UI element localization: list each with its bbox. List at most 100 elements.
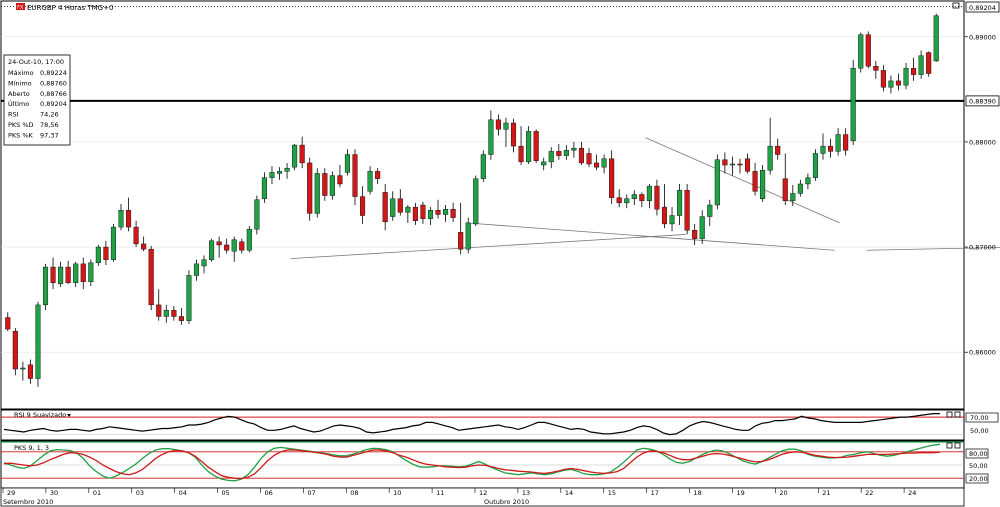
candle-body <box>828 145 834 152</box>
candle-body <box>594 162 600 168</box>
candle-body <box>926 52 932 74</box>
candle-body <box>35 304 41 379</box>
rsi-70-label: 70,00 <box>970 414 989 422</box>
info-label: Máximo <box>8 69 34 77</box>
last-price-tag-text: 0,89204 <box>969 4 996 12</box>
candle-body <box>865 34 871 67</box>
trendline[interactable] <box>645 137 840 224</box>
candle-body <box>843 134 849 151</box>
candle-body <box>20 367 26 370</box>
info-value: 0,89224 <box>40 69 67 77</box>
candle-body <box>707 204 713 217</box>
info-date: 24-Out-10, 17:00 <box>8 58 64 66</box>
candle-body <box>5 317 11 330</box>
pks-k-line <box>3 443 941 482</box>
rsi-panel-title: RSI 9 Suavizado <box>14 411 66 419</box>
x-tick-label: 17 <box>651 489 659 497</box>
x-tick-label: 08 <box>350 489 358 497</box>
candle-body <box>322 173 328 196</box>
candle-body <box>375 171 381 179</box>
candle-body <box>209 240 215 260</box>
candle-body <box>933 15 939 62</box>
candle-body <box>95 246 101 264</box>
candle-body <box>654 185 660 210</box>
candle-body <box>473 178 479 225</box>
candle-body <box>344 154 350 173</box>
candle-body <box>609 158 615 198</box>
candle-body <box>314 173 320 214</box>
x-tick-label: 19 <box>736 489 744 497</box>
candle-body <box>292 144 298 168</box>
candle-body <box>397 198 403 213</box>
rsi-maximize-icon[interactable] <box>946 411 953 418</box>
x-tick-label: 03 <box>136 489 144 497</box>
level-price-tag-box <box>965 95 1000 107</box>
x-tick-label: 30 <box>50 489 58 497</box>
candle-body <box>578 148 584 164</box>
last-price-tag-box <box>965 1 1000 13</box>
candle-body <box>254 199 260 230</box>
x-tick-label: 14 <box>565 489 573 497</box>
candle-body <box>261 177 267 199</box>
candle-body <box>911 68 917 75</box>
rsi-dropdown-icon[interactable] <box>67 414 71 417</box>
rsi-70-tag <box>965 412 999 423</box>
candle-body <box>42 266 49 306</box>
candle-body <box>873 65 879 71</box>
candle-body <box>729 163 735 166</box>
candle-body <box>329 175 335 196</box>
candle-body <box>714 159 720 206</box>
last-price-tag: 0,89204 <box>965 1 1000 13</box>
candle-body <box>80 263 86 282</box>
x-tick-label: 15 <box>608 489 616 497</box>
y-tick-label: 0,86000 <box>969 349 996 357</box>
info-box-frame <box>3 54 71 146</box>
x-tick-label: 07 <box>307 489 315 497</box>
candle-body <box>533 131 539 162</box>
info-label: PKS %K <box>8 131 34 139</box>
x-tick-label: 13 <box>522 489 530 497</box>
candle-body <box>352 154 358 197</box>
price-axis: 0,86000 0,87000 0,88000 0,89000 <box>964 33 996 357</box>
trendline[interactable] <box>290 234 686 260</box>
trendline[interactable] <box>866 241 1000 251</box>
rsi-close-icon[interactable] <box>954 411 961 418</box>
info-label: Mínimo <box>8 79 32 87</box>
pks-maximize-icon[interactable] <box>946 442 953 449</box>
candle-body <box>895 80 902 86</box>
candle-body <box>518 145 524 163</box>
info-label: PKS %D <box>8 121 34 129</box>
candle-body <box>737 163 743 166</box>
pks-20-tag <box>965 473 989 484</box>
candle-body <box>239 241 245 251</box>
candle-body <box>458 232 464 250</box>
candle-body <box>178 316 184 321</box>
candle-body <box>390 198 396 217</box>
x-tick-label: 10 <box>393 489 401 497</box>
pks-axis: 80,00 50,00 20,00 <box>965 448 989 484</box>
price-grid <box>1 36 964 353</box>
candle-body <box>488 119 494 155</box>
candle-body <box>526 131 532 163</box>
info-label: Aberto <box>8 90 30 98</box>
trendline[interactable] <box>465 222 835 251</box>
info-value: 0,88766 <box>40 90 67 98</box>
maximize-icon[interactable] <box>952 2 960 9</box>
level-price-tag: 0,88390 <box>965 95 1000 107</box>
candle-body <box>284 167 290 172</box>
x-tick-label: 18 <box>694 489 702 497</box>
candle-body <box>744 158 751 172</box>
candle-body <box>918 55 924 75</box>
candle-body <box>216 241 222 246</box>
candle-body <box>118 210 124 228</box>
pks-close-icon[interactable] <box>954 442 961 449</box>
candle-body <box>669 215 675 225</box>
candle-body <box>850 68 856 142</box>
candle-body <box>797 183 803 194</box>
candle-body <box>631 194 637 199</box>
info-value: 0,89204 <box>40 100 67 108</box>
pks-50-label: 50,00 <box>969 462 988 470</box>
candle-body <box>299 144 305 164</box>
pks-panel-title: PKS 9, 1, 3 <box>14 444 49 452</box>
